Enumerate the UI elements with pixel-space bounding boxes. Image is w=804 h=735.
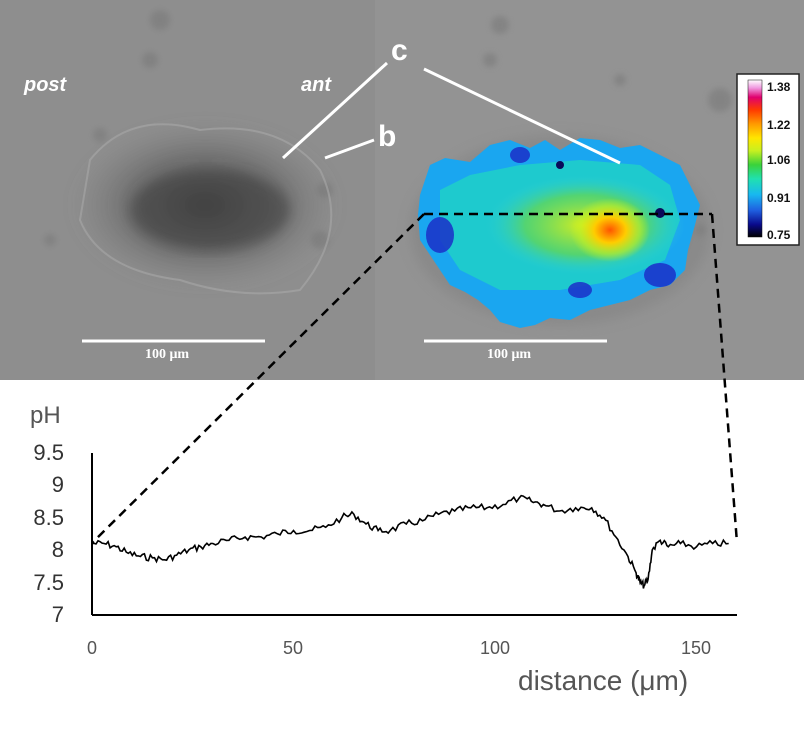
label-leader-lines [281, 61, 621, 165]
colorbar-tick: 0.75 [767, 228, 791, 242]
projection-left [91, 213, 425, 544]
y-tick-label: 8 [51, 537, 64, 562]
x-tick-label: 50 [282, 638, 304, 658]
colorbar-tick: 1.22 [767, 118, 791, 132]
colorbar [736, 73, 800, 246]
projection-lines [91, 212, 739, 544]
scalebar-right-label: 100 μm [487, 347, 532, 362]
scalebar-left-label: 100 μm [145, 347, 190, 362]
chart-axes [91, 453, 737, 616]
series-layer [91, 494, 729, 589]
colorbar-frame [736, 73, 800, 246]
organism-left [70, 120, 340, 295]
y-tick-label: 9 [51, 472, 64, 497]
colorbar-tick: 1.06 [767, 153, 791, 167]
x-axis-title: distance (μm) [518, 665, 689, 696]
label-b: b [378, 120, 397, 153]
y-tick-label: 8.5 [33, 505, 64, 530]
colorbar-tick: 0.91 [767, 191, 791, 205]
leader-b [324, 138, 375, 160]
y-tick-label: 7 [51, 602, 64, 627]
ph-ratio-map [418, 138, 700, 328]
ph-profile-line [91, 494, 729, 589]
x-tick-label: 0 [86, 638, 98, 658]
leader-c-left [281, 61, 389, 160]
leader-c-right [423, 67, 621, 165]
colorbar-tick: 1.38 [767, 80, 791, 94]
y-tick-label: 7.5 [33, 570, 64, 595]
label-anterior: ant [301, 74, 331, 96]
y-tick-label: 9.5 [33, 440, 64, 465]
x-tick-label: 150 [680, 638, 712, 658]
y-axis-title: pH [30, 402, 61, 429]
projection-right [710, 213, 739, 544]
x-tick-label: 100 [479, 638, 511, 658]
colorbar-gradient [747, 79, 763, 238]
label-c: c [391, 34, 408, 67]
label-posterior: post [24, 74, 67, 96]
